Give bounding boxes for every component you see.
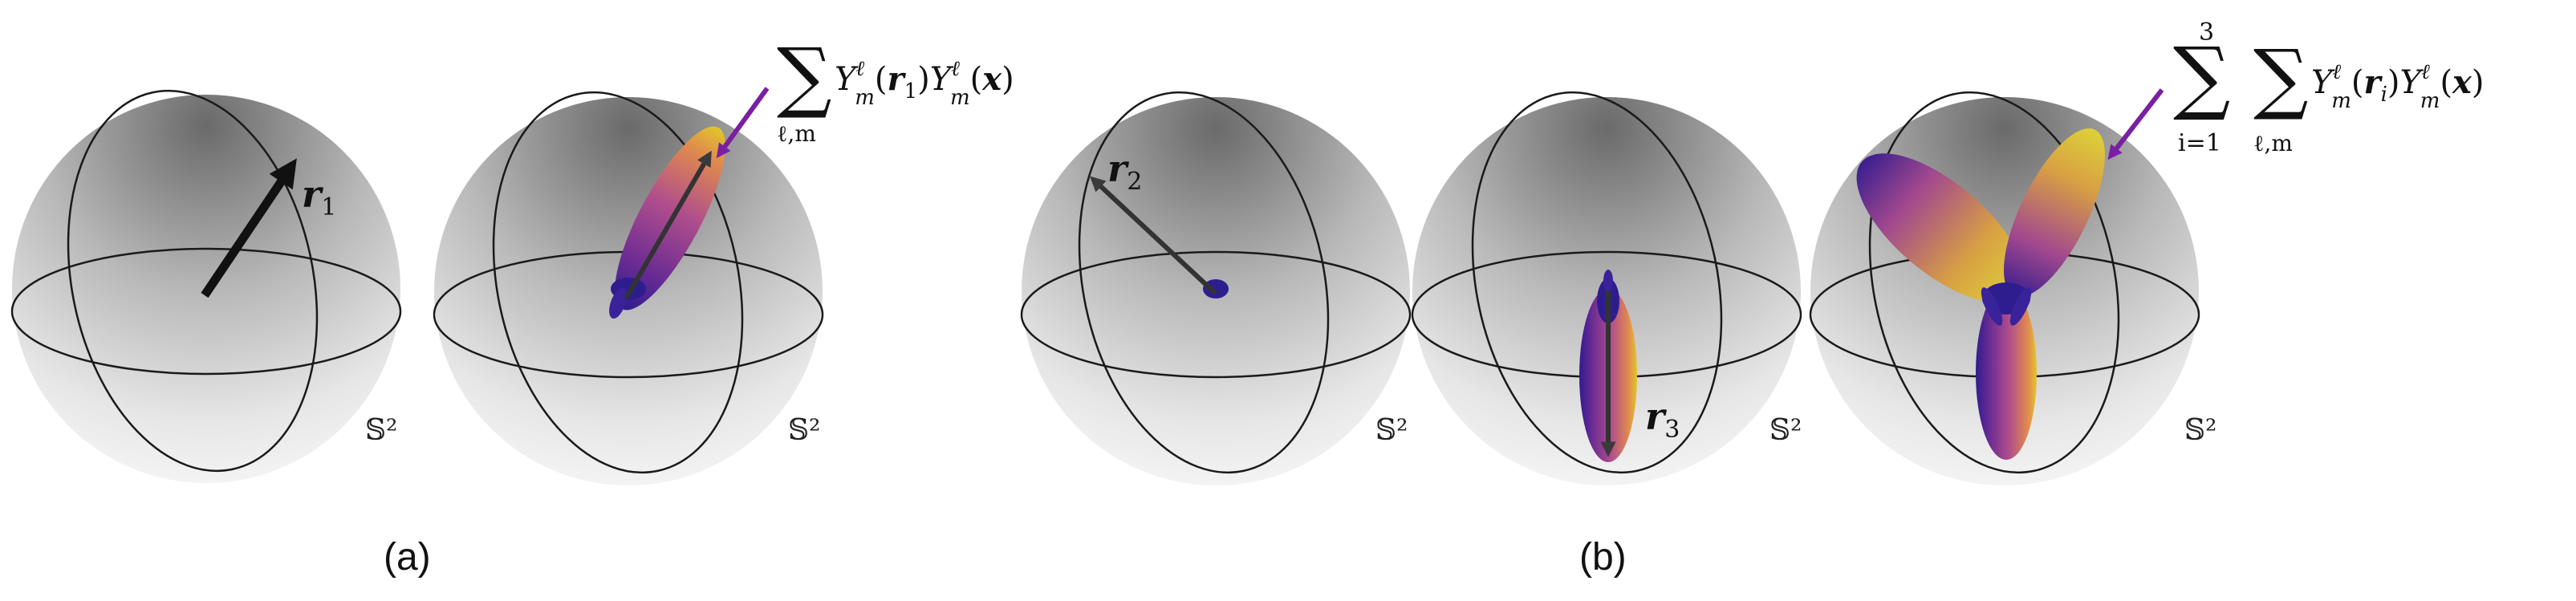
meridian-circle [1471, 91, 1723, 474]
outer-upper: 3 [2199, 18, 2214, 47]
formula-body: Yℓ m(r1)Yℓ m(x) [835, 57, 1014, 110]
sphere-2: 𝕊² [433, 91, 824, 485]
pointer-arrow [716, 87, 770, 159]
lobe-base [609, 287, 627, 319]
sphere-1: r1 𝕊² [10, 89, 402, 483]
sphere-3: r2 𝕊² [1020, 91, 1412, 485]
sum-symbol: ∑ [777, 31, 832, 121]
manifold-label: 𝕊² [1769, 414, 1802, 447]
meridian-circle [492, 91, 744, 474]
sum-index: ℓ,m [777, 120, 816, 147]
manifold-label: 𝕊² [788, 414, 820, 447]
vector-arrow [201, 158, 297, 298]
lobe-base [2009, 287, 2032, 326]
meridian-circle [1868, 91, 2120, 474]
lobe-base [1203, 279, 1229, 298]
formula-single: ∑ ℓ,m Yℓ m(r1)Yℓ m(x) [716, 31, 1014, 159]
equator-circle [10, 247, 402, 376]
sphere-4: r3 𝕊² [1411, 91, 1802, 485]
vector-arrow [1089, 176, 1218, 296]
vector-label: r3 [1645, 395, 1680, 444]
manifold-label: 𝕊² [365, 414, 397, 447]
outer-sum-symbol: ∑ [2173, 30, 2230, 124]
lobe-body [2004, 128, 2105, 297]
panel-label-a: (a) [384, 536, 431, 579]
formula-body: Yℓ m(ri)Yℓ m(x) [2311, 60, 2485, 113]
vector-label: r1 [302, 173, 336, 221]
lobe-base [1603, 270, 1613, 292]
formula-triple: 3 ∑ i=1 ∑ ℓ,m Yℓ m(ri)Yℓ m(x) [2107, 18, 2485, 160]
meridian-circle [1078, 91, 1330, 474]
sphere-5: 𝕊² [1809, 91, 2216, 485]
lobe-body [1856, 153, 2025, 303]
lobe-cluster [1856, 128, 2105, 460]
equator-circle [1020, 250, 1412, 379]
inner-index: ℓ,m [2253, 130, 2293, 156]
vector-label: r2 [1107, 147, 1142, 196]
manifold-label: 𝕊² [2184, 414, 2216, 447]
vector-arrow [624, 150, 712, 300]
pointer-arrow [2107, 88, 2164, 160]
lobe-body [1976, 286, 2037, 460]
panel-label-b: (b) [1579, 536, 1627, 579]
lobe-base [1981, 287, 2003, 326]
meridian-circle [67, 89, 319, 473]
lobe [1203, 279, 1229, 298]
outer-lower: i=1 [2178, 129, 2221, 157]
inner-sum-symbol: ∑ [2253, 33, 2309, 123]
manifold-label: 𝕊² [1375, 414, 1408, 447]
